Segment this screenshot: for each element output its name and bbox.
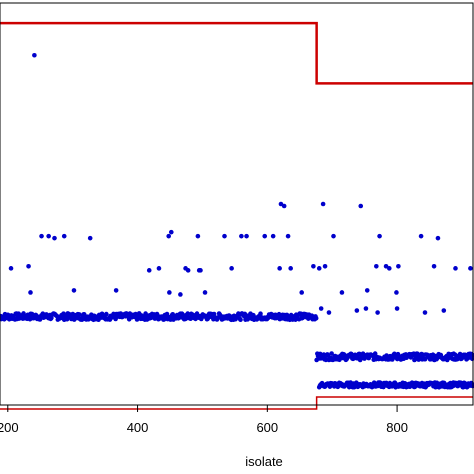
band-point [313,315,319,321]
scatter-point [32,52,37,58]
band-point [104,311,109,317]
scatter-point [394,306,400,311]
scatter-point [377,233,382,239]
x-tick-label: 600 [256,420,278,435]
scatter-point [244,233,249,239]
scatter-point [167,290,172,295]
scatter-point [277,266,282,271]
scatter-point [28,290,33,295]
scatter-point [387,266,392,271]
scatter-point [468,266,473,271]
scatter-point [113,288,119,293]
upper-threshold-line [0,21,473,85]
scatter-point [322,264,328,269]
band-point [329,351,334,356]
scatter-point [418,233,424,239]
band-point [258,311,263,317]
scatter-point [52,235,57,241]
band-point [337,357,342,363]
scatter-point [453,266,458,271]
band-point [211,311,217,317]
scatter-point [431,264,437,269]
x-axis-title: isolate [245,454,283,469]
scatter-point [239,233,244,239]
scatter-point [146,268,152,273]
scatter-point [8,266,14,271]
scatter-point [326,310,332,315]
scatter-point [288,266,293,271]
scatter-point [422,310,428,315]
scatter-point [299,290,305,295]
scatter-point [320,201,326,207]
scatter-point [316,266,322,271]
scatter-point [87,235,93,241]
band-point [185,311,191,316]
scatter-point [354,308,360,313]
scatter-point [166,233,171,239]
scatter-point [358,203,364,209]
band-point [72,316,78,322]
band-point [238,317,243,323]
scatter-point [435,235,441,241]
scatter-point [222,233,227,239]
scatter-point [61,233,67,239]
scatter-point [363,306,369,311]
scatter-point [178,292,183,297]
x-axis-ticks: 200 400 600 800 [0,405,408,435]
scatter-point [394,290,399,295]
scatter-point [441,308,447,313]
scatter-point [168,229,174,235]
plot-frame [0,2,474,406]
x-tick-label: 800 [386,420,408,435]
scatter-point [71,288,77,293]
scatter-point [195,233,201,239]
scatter-point [262,233,268,239]
scatter-point [375,310,380,315]
scatter-point [318,306,324,311]
scatter-point [364,288,370,293]
scatter-point [270,233,276,239]
scatter-point [229,266,234,271]
scatter-point [196,268,202,273]
scatter-points [0,52,474,390]
band-point [76,312,82,317]
scatter-point [396,264,401,269]
scatter-point [156,266,162,271]
x-tick-label: 200 [0,420,19,435]
scatter-point [339,290,345,295]
lower-threshold-line [0,396,473,410]
scatter-point [285,233,291,239]
scatter-point [183,266,188,271]
scatter-point [39,233,44,239]
x-tick-label: 400 [127,420,149,435]
scatter-point [26,264,31,269]
scatter-point [202,290,208,295]
scatter-point [311,264,316,269]
scatter-point [374,264,379,269]
scatter-point [331,233,336,239]
scatter-point [46,233,51,239]
scatter-point [281,203,287,209]
